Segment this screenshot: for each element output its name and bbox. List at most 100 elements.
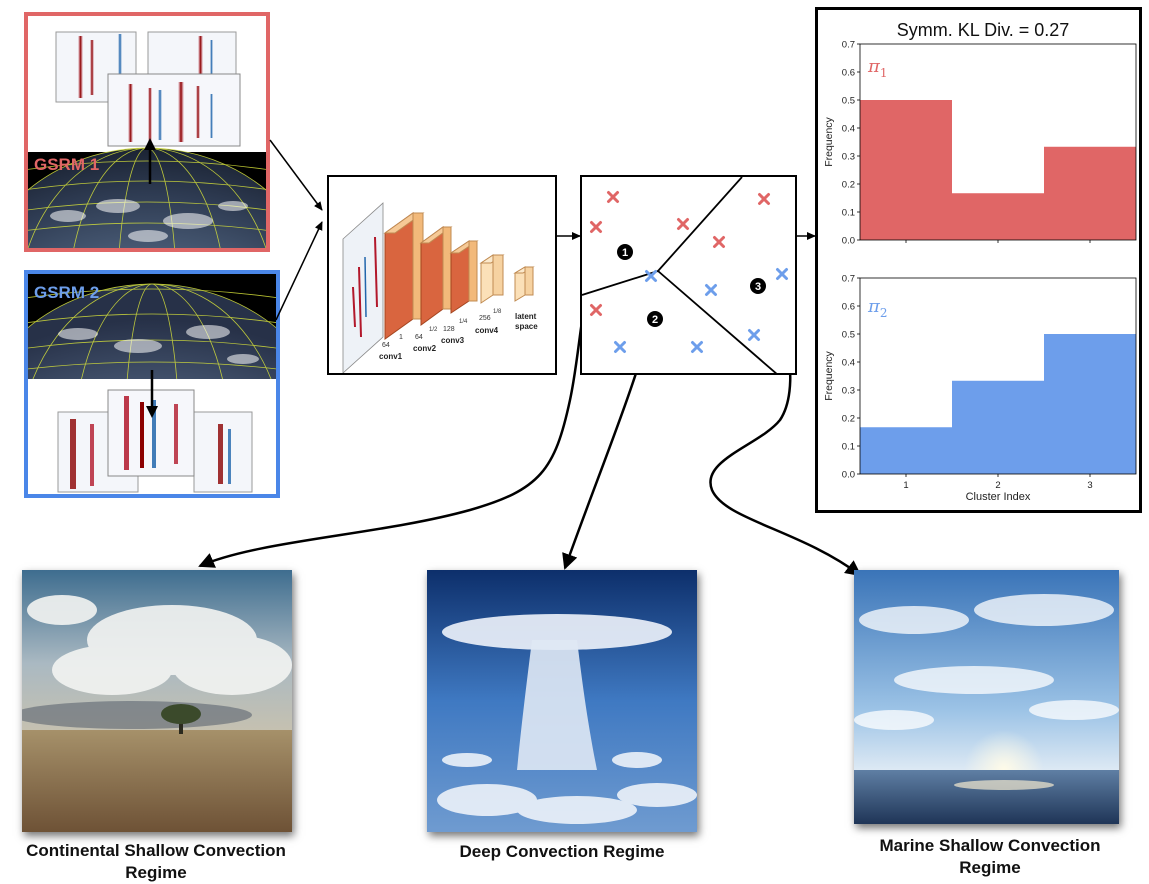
y-tick-label: 0.3 [842,386,855,397]
red-latent-point [590,221,602,233]
y-tick-label: 0.0 [842,236,855,247]
arrow-gsrm1-to-cnn [269,139,323,211]
bar-cluster-1 [860,427,952,474]
deep-caption-line1: Deep Convection Regime [459,842,665,861]
latent-points [590,191,788,353]
red-latent-point [713,236,725,248]
y-tick-label: 0.2 [842,180,855,191]
conv3-scale: 1/4 [459,319,468,325]
histogram-panel: Symm. KL Div. = 0.27 0.0 0.1 0.2 0.3 0.4 0.5 0… [815,7,1142,513]
latent-space-block [513,266,535,302]
deep-convection-image [427,570,697,832]
y-tick-label: 0.2 [842,414,855,425]
blue-latent-point [691,341,703,353]
continental-caption-line2: Regime [125,863,187,882]
snapshot-panel-front [107,73,241,147]
conv2-label: conv2 [413,344,437,353]
cluster-markers: 1 2 3 [617,244,766,327]
tree [161,704,201,734]
y-axis-label: Frequency [823,116,835,166]
bar-cluster-2 [952,380,1044,474]
x-tick-label: 2 [995,480,1000,491]
marine-caption: Marine Shallow Convection Regime [840,835,1140,879]
arrow-gsrm2-to-cnn [275,221,323,321]
gsrm2-label: GSRM 2 [34,283,100,302]
y-tick-label: 0.4 [842,358,855,369]
y-tick-label: 0.6 [842,68,855,79]
histogram-charts: Symm. KL Div. = 0.27 0.00.10.20.30.40.50… [823,20,1137,503]
cluster-marker-2: 2 [647,311,663,327]
y-tick-label: 0.0 [842,470,855,481]
conv1-label: conv1 [379,352,403,361]
arrow-down-icon [146,406,158,418]
conv4-block [479,254,505,304]
cluster-diagram: 1 2 3 [582,177,788,373]
globe-image [28,147,266,248]
y-tick-label: 0.3 [842,152,855,163]
y-tick-label: 0.5 [842,330,855,341]
conv4-scale: 1/8 [493,309,502,315]
histogram-pi1: 0.0 0.1 0.2 0.3 0.4 0.5 0.6 0.7 Frequency [823,40,1137,247]
continental-shallow-convection-image [22,570,292,832]
conv3-label: conv3 [441,336,465,345]
snapshot-panel-left [55,31,137,103]
continental-caption: Continental Shallow Convection Regime [0,840,312,884]
pi2-label: π2 [867,296,887,320]
y-tick-label: 0.4 [842,124,855,135]
y-tick-label: 0.7 [842,274,855,285]
gsrm1-panel: GSRM 1 [24,12,270,252]
svg-text:3: 3 [755,281,761,293]
gsrm1-label: GSRM 1 [34,155,100,174]
svg-text:2: 2 [652,314,658,326]
continental-caption-line1: Continental Shallow Convection [26,841,286,860]
input-field-image [342,202,384,373]
bar-cluster-3 [1044,334,1136,474]
gsrm1-field-snapshots [28,31,266,248]
gsrm2-field-snapshots [28,274,276,493]
y-tick-label: 0.1 [842,442,855,453]
x-tick-label: 1 [903,480,908,491]
x-axis-label: Cluster Index [966,491,1031,503]
red-latent-point [590,304,602,316]
blue-latent-point [614,341,626,353]
latent-label-line1: latent [515,312,537,321]
blue-latent-point [705,284,717,296]
conv2-channels: 64 [415,334,423,341]
x-tick-label: 3 [1087,480,1092,491]
histogram-pi2: 0.0 0.1 0.2 0.3 0.4 0.5 0.6 0.7 1 2 3 Frequency [823,274,1137,491]
y-axis-label: Frequency [823,350,835,400]
snapshot-panel-right [193,411,253,493]
latent-cluster-panel: 1 2 3 [580,175,797,375]
gsrm2-panel: GSRM 2 [24,270,280,498]
red-latent-point [607,191,619,203]
blue-latent-point [776,268,788,280]
y-tick-label: 0.5 [842,96,855,107]
arrow-up-icon [144,138,156,150]
snapshot-panel-front [107,389,195,477]
marine-shallow-convection-image [854,570,1119,824]
red-latent-point [758,193,770,205]
bar-cluster-2 [952,193,1044,240]
latent-label-line2: space [515,322,538,331]
bar-cluster-1 [860,100,952,240]
cnn-diagram: 64 1 64 1/2 128 1/4 256 1/8 conv1 conv2 … [342,202,538,373]
conv3-block [449,240,479,314]
svg-text:1: 1 [622,247,628,259]
y-tick-label: 0.1 [842,208,855,219]
conv1-channels: 64 [382,342,390,349]
y-tick-label: 0.7 [842,40,855,51]
deep-caption: Deep Convection Regime [412,841,712,863]
conv1-scale: 1 [399,334,403,341]
conv2-scale: 1/2 [429,327,438,333]
conv2-block [419,226,453,326]
bar-cluster-3 [1044,146,1136,240]
blue-latent-point [645,270,657,282]
marine-caption-line1: Marine Shallow Convection [879,836,1101,855]
y-tick-label: 0.6 [842,302,855,313]
blue-latent-point [748,329,760,341]
marine-caption-line2: Regime [959,858,1021,877]
conv1-block [383,212,425,340]
cluster-marker-3: 3 [750,278,766,294]
conv4-channels: 256 [479,315,491,322]
red-latent-point [677,218,689,230]
